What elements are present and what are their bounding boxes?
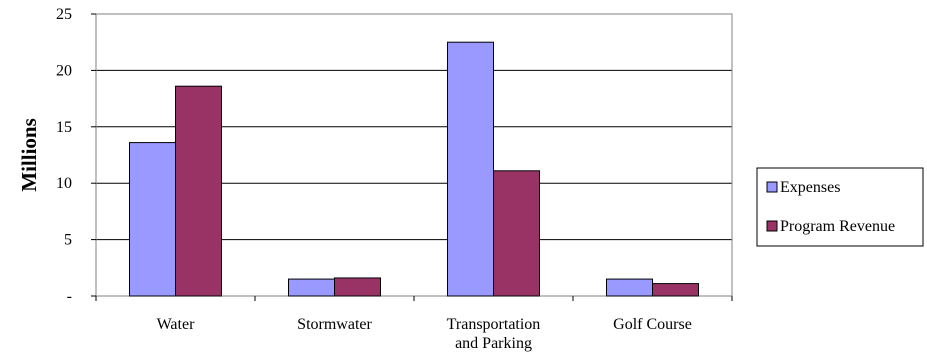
x-category-label: Golf Course (613, 316, 692, 333)
bar-program-revenue (493, 170, 540, 297)
legend-label: Expenses (780, 179, 840, 196)
bar-program-revenue (652, 283, 699, 297)
y-axis-label: Millions (17, 118, 41, 192)
legend-label: Program Revenue (780, 218, 895, 235)
y-tick-label: 5 (64, 232, 72, 249)
bar-program-revenue (175, 85, 222, 297)
bar-expenses (606, 278, 653, 297)
y-tick-label: 15 (56, 119, 72, 136)
bar-expenses (447, 41, 494, 297)
x-category-label: Stormwater (297, 316, 372, 333)
legend-swatch (766, 220, 778, 232)
legend: Expenses Program Revenue (756, 167, 924, 247)
y-tick-label: 10 (56, 175, 72, 192)
x-axis-categories: Water Stormwater Transportation and Parking… (95, 296, 733, 352)
legend-swatch (766, 181, 778, 193)
legend-box (756, 167, 924, 247)
x-category-label: Water (157, 316, 195, 333)
x-category-label: and Parking (455, 335, 532, 352)
bars (129, 41, 699, 297)
y-tick-label: - (67, 288, 72, 305)
bar-program-revenue (334, 277, 381, 297)
bar-expenses (129, 142, 176, 297)
bar-expenses (288, 278, 335, 297)
y-axis-ticks: - 5 10 15 20 25 (56, 6, 96, 305)
y-tick-label: 25 (56, 6, 72, 23)
x-category-label: Transportation (447, 316, 541, 333)
y-tick-label: 20 (56, 62, 72, 79)
